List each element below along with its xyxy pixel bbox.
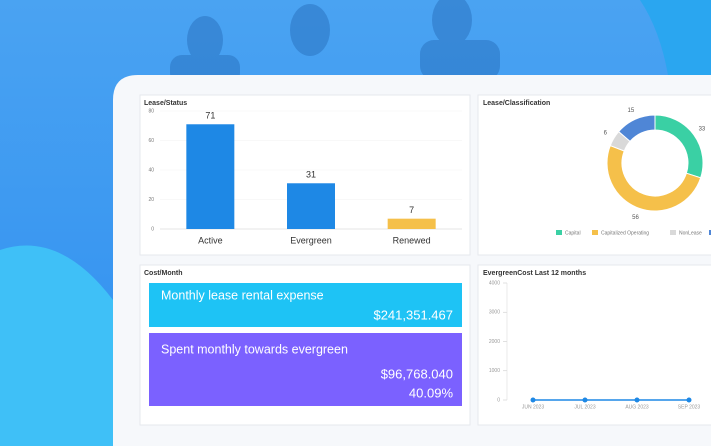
y-tick-label: 0: [151, 226, 154, 232]
bar: [186, 124, 235, 229]
data-label: 31: [306, 170, 316, 180]
bar: [387, 218, 436, 229]
bar: [287, 183, 335, 229]
card: [149, 333, 462, 406]
card-percent: 40.09%: [409, 385, 454, 400]
panel-title: Cost/Month: [144, 270, 183, 277]
point: [582, 397, 588, 403]
x-tick-label: Renewed: [393, 235, 431, 245]
y-tick-label: 1000: [489, 368, 500, 374]
card-value: $96,768.040: [381, 366, 453, 381]
panel: [477, 264, 711, 426]
data-label: 7: [409, 205, 414, 215]
x-tick-label: Active: [198, 235, 223, 245]
legend-label: Capitalized Operating: [601, 230, 649, 236]
legend-swatch: [592, 230, 598, 235]
legend-swatch: [670, 230, 676, 235]
donut-slice: [618, 114, 656, 143]
point: [686, 397, 692, 403]
y-tick-label: 20: [148, 197, 154, 203]
x-tick-label: Evergreen: [290, 235, 332, 245]
card-value: $241,351.467: [373, 307, 453, 322]
legend-swatch: [556, 230, 562, 235]
card-label: Spent monthly towards evergreen: [161, 342, 348, 356]
y-tick-label: 60: [148, 138, 154, 144]
data-label: 71: [205, 111, 215, 121]
panel-title: Lease/Status: [144, 100, 187, 107]
data-label: 6: [604, 131, 608, 137]
legend-label: Capital: [565, 230, 581, 236]
y-tick-label: 0: [497, 397, 500, 403]
y-tick-label: 3000: [489, 310, 500, 316]
legend-swatch: [709, 230, 711, 235]
panel-title: EvergreenCost Last 12 months: [483, 270, 586, 277]
card: [149, 283, 462, 327]
x-tick-label: JUL 2023: [574, 404, 595, 410]
card-label: Monthly lease rental expense: [161, 288, 324, 302]
y-tick-label: 40: [148, 167, 154, 173]
point: [634, 397, 640, 403]
y-tick-label: 4000: [489, 280, 500, 286]
y-tick-label: 80: [148, 108, 154, 114]
data-label: 33: [699, 126, 706, 132]
data-label: 56: [632, 215, 639, 221]
data-label: 15: [628, 108, 635, 114]
point: [530, 397, 536, 403]
background-wave: [0, 245, 113, 446]
x-tick-label: SEP 2023: [678, 404, 701, 410]
y-tick-label: 2000: [489, 339, 500, 345]
x-tick-label: JUN 2023: [522, 404, 544, 410]
x-tick-label: AUG 2023: [625, 404, 649, 410]
legend-label: NonLease: [679, 230, 702, 236]
panel-title: Lease/Classification: [483, 100, 550, 107]
background-corner: [640, 0, 711, 75]
